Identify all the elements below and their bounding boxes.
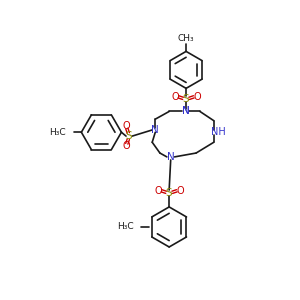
Text: O: O [154,186,162,196]
Text: O: O [193,92,201,102]
Text: N: N [152,125,159,135]
Text: O: O [123,121,130,131]
Text: H₃C: H₃C [49,128,66,137]
Text: NH: NH [211,127,226,137]
Text: S: S [126,131,132,141]
Text: CH₃: CH₃ [178,34,194,43]
Text: O: O [123,141,130,151]
Text: N: N [182,106,190,116]
Text: N: N [182,106,190,116]
Text: O: O [176,186,184,196]
Text: S: S [183,94,189,104]
Text: S: S [166,188,172,198]
Text: O: O [172,92,179,102]
Text: N: N [167,152,175,162]
Text: H₃C: H₃C [117,223,134,232]
